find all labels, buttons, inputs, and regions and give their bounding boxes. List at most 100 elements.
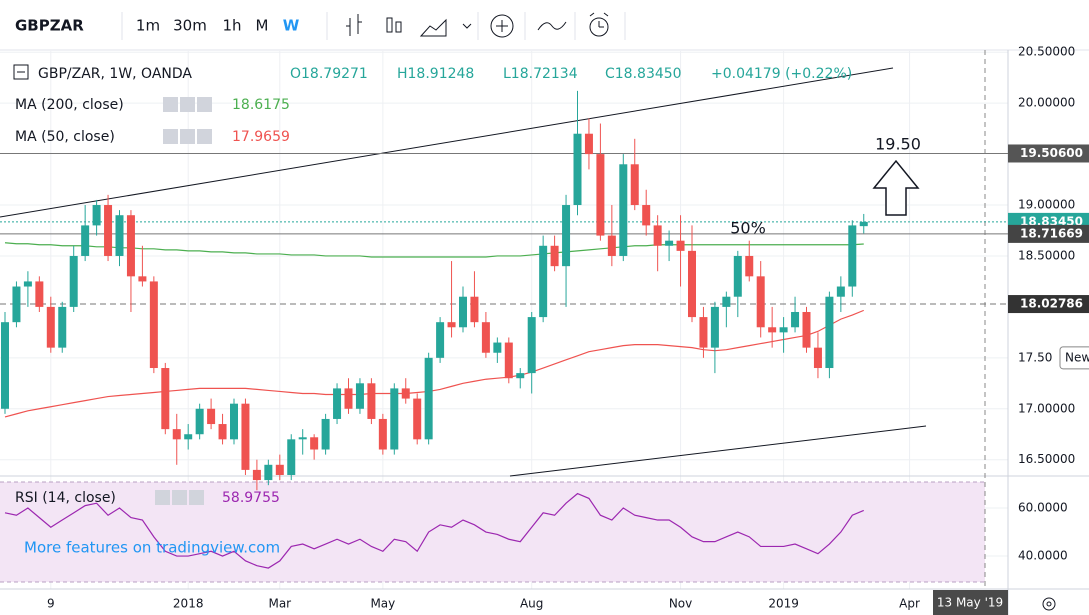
candle-body <box>470 296 479 323</box>
candle-body <box>459 296 467 328</box>
candle-body <box>149 281 158 369</box>
trend-line <box>0 67 894 218</box>
candle-body <box>333 388 342 419</box>
candle-body <box>310 437 319 450</box>
legend-name[interactable]: RSI (14, close) <box>15 490 116 506</box>
compare-icon[interactable] <box>537 21 567 31</box>
candle-body <box>69 255 78 307</box>
price-label: 18.83450 <box>1020 214 1083 228</box>
legend-button <box>180 129 195 144</box>
x-tick-label: Mar <box>268 597 291 611</box>
legend-button <box>197 97 212 112</box>
candle-body <box>813 347 822 369</box>
y-tick-label: 40.0000 <box>1018 549 1068 563</box>
interval-button[interactable]: 1m <box>136 17 160 35</box>
candle-body <box>390 388 399 450</box>
candle-body <box>584 133 593 155</box>
x-tick-label: Aug <box>520 597 543 611</box>
interval-button[interactable]: M <box>256 17 269 35</box>
legend-name[interactable]: MA (50, close) <box>15 129 115 145</box>
legend-symbol[interactable]: GBP/ZAR, 1W, OANDA <box>38 66 192 82</box>
settings-icon[interactable] <box>1042 597 1056 611</box>
x-tick-label: May <box>370 597 395 611</box>
y-tick-label: 20.50000 <box>1018 45 1075 59</box>
x-tick-label: Nov <box>669 597 692 611</box>
watermark[interactable]: More features on tradingview.com <box>24 539 280 557</box>
candle-body <box>58 306 67 348</box>
y-tick-label: 17.00000 <box>1018 401 1075 415</box>
change: +0.04179 (+0.22%) <box>711 66 852 82</box>
indicator-line <box>4 492 864 569</box>
candle-body <box>1 322 9 409</box>
interval-button[interactable]: 1h <box>222 17 241 35</box>
legend-button <box>180 97 195 112</box>
ohlc-low: L18.72134 <box>503 66 578 82</box>
annotation: 50% <box>730 219 766 238</box>
ohlc-high: H18.91248 <box>397 66 474 82</box>
y-tick-label: 60.0000 <box>1018 501 1068 515</box>
candle-body <box>527 317 536 374</box>
candle-body <box>848 225 857 287</box>
candle-body <box>653 225 662 246</box>
candle-body <box>596 154 605 236</box>
symbol[interactable]: GBPZAR <box>15 17 84 35</box>
candle-body <box>539 245 548 318</box>
candle-body <box>802 311 811 348</box>
collapse-icon[interactable] <box>13 64 29 80</box>
indicators-icon[interactable] <box>490 14 514 38</box>
candle-body <box>825 296 834 369</box>
cursor-label: 13 May '19 <box>937 596 1003 610</box>
candle-body <box>138 276 147 282</box>
alert-icon[interactable] <box>589 12 609 37</box>
candle-body <box>642 205 651 226</box>
legend-name[interactable]: MA (200, close) <box>15 97 124 113</box>
ohlc-close: C18.83450 <box>605 66 682 82</box>
price-label-box <box>1008 224 1089 243</box>
candle-body <box>218 424 227 440</box>
candle-body <box>791 311 800 328</box>
legend-value: 58.9755 <box>222 490 280 506</box>
legend-button <box>189 490 204 505</box>
candle-body <box>733 255 742 297</box>
candle-body <box>516 373 525 379</box>
candle-body <box>447 322 456 328</box>
candle-body <box>676 240 685 251</box>
candle-body <box>401 388 410 399</box>
candle-body <box>344 388 353 409</box>
candle-body <box>23 281 32 287</box>
interval-button[interactable]: 30m <box>173 17 207 35</box>
candle-body <box>92 205 101 226</box>
candle-body <box>836 286 845 297</box>
candle-body <box>607 235 616 256</box>
candle-body <box>172 429 181 440</box>
y-tick-label: 17.50 <box>1018 350 1052 364</box>
candle-body <box>779 327 788 333</box>
candle-body <box>275 464 284 475</box>
x-tick-label: 2019 <box>768 597 799 611</box>
candle-body <box>230 403 238 440</box>
y-tick-label: 18.50000 <box>1018 248 1075 262</box>
candle-body <box>688 250 696 318</box>
candle-body <box>859 221 868 227</box>
candle-body <box>355 383 364 409</box>
price-label: 19.50600 <box>1020 146 1083 160</box>
legend-button <box>197 129 212 144</box>
candle-body <box>436 322 445 358</box>
candle-body <box>12 286 21 323</box>
candle-body <box>46 306 55 348</box>
x-tick-label: Apr <box>899 597 920 611</box>
y-tick-label: 16.50000 <box>1018 452 1075 466</box>
candle-body <box>573 133 582 206</box>
bar-style-icon[interactable] <box>346 14 472 37</box>
badge-box <box>1059 346 1089 370</box>
interval-button[interactable]: W <box>283 17 300 35</box>
legend: MA (200, close) 18.6175 MA (50, close) 17.9… <box>15 97 290 506</box>
candle-body <box>481 322 490 353</box>
candle-body <box>207 408 216 425</box>
candle-body <box>195 408 204 435</box>
trend-line <box>509 425 927 477</box>
candle-body <box>321 418 330 450</box>
candle-body <box>768 327 777 333</box>
y-tick-label: 19.00000 <box>1018 198 1075 212</box>
